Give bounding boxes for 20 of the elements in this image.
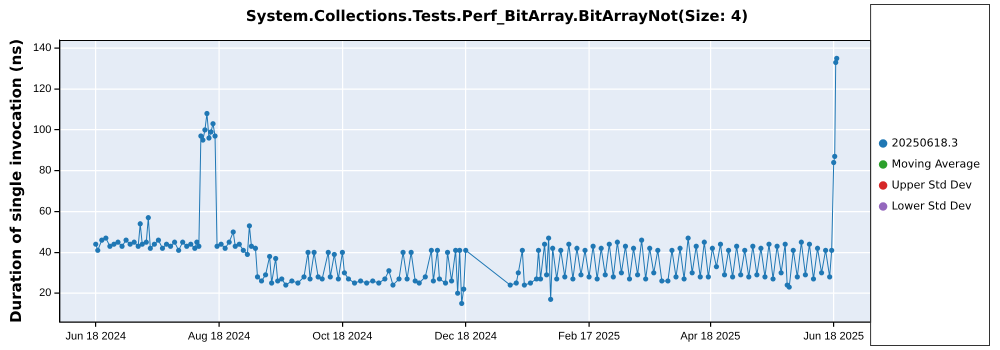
x-tick-label: Dec 18 2024 [434, 330, 497, 342]
x-tick-label: Apr 18 2025 [680, 330, 740, 342]
legend-label: Upper Std Dev [892, 178, 972, 192]
legend-label: Moving Average [892, 157, 980, 170]
legend-label: 20250618.3 [892, 136, 958, 150]
x-tick-label: Feb 17 2025 [558, 330, 620, 342]
y-tick-label: 40 [39, 246, 52, 258]
y-tick-label: 120 [32, 83, 52, 96]
y-tick-label: 100 [32, 124, 52, 136]
x-tick-label: Aug 18 2024 [188, 330, 250, 342]
y-tick-label: 140 [32, 42, 52, 54]
x-tick-label: Jun 18 2025 [803, 330, 864, 342]
legend-label: Lower Std Dev [892, 199, 972, 212]
chart-title: System.Collections.Tests.Perf_BitArray.BitArrayNot(Size: 4) [246, 6, 748, 25]
x-tick-label: Oct 18 2024 [312, 330, 372, 342]
y-tick-label: 60 [39, 206, 52, 218]
y-tick-label: 80 [39, 164, 52, 177]
y-axis-title: Duration of single invocation (ns) [6, 38, 25, 323]
x-tick-label: Jun 18 2024 [65, 330, 126, 342]
y-tick-label: 20 [39, 287, 52, 300]
